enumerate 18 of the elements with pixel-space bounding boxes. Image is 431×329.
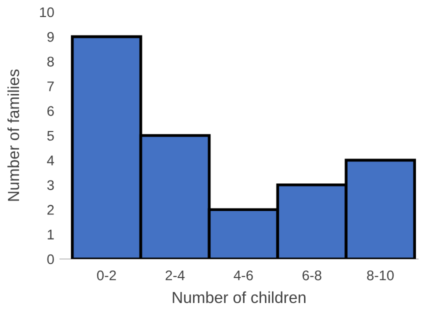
y-tick-label: 4	[47, 156, 54, 166]
y-tick-label: 7	[47, 82, 54, 92]
y-tick-label: 6	[47, 106, 54, 116]
y-axis-title: Number of families	[7, 70, 20, 201]
x-tick-label: 0-2	[97, 270, 116, 280]
y-tick-label: 8	[47, 56, 54, 67]
y-tick-label: 1	[48, 230, 54, 240]
x-tick-label: 2-4	[166, 270, 185, 280]
y-tick-label: 5	[47, 130, 54, 141]
x-tick-label: 6-8	[302, 270, 322, 280]
x-tick-label: 4-6	[234, 270, 253, 280]
y-tick-label: 10	[40, 7, 54, 18]
y-tick-label: 2	[47, 204, 54, 215]
y-tick-label: 9	[47, 32, 54, 42]
x-axis-title: Number of children	[172, 291, 306, 304]
y-tick-label: 3	[47, 180, 54, 190]
x-tick-label: 8-10	[367, 270, 394, 280]
y-tick-label: 0	[47, 254, 54, 264]
